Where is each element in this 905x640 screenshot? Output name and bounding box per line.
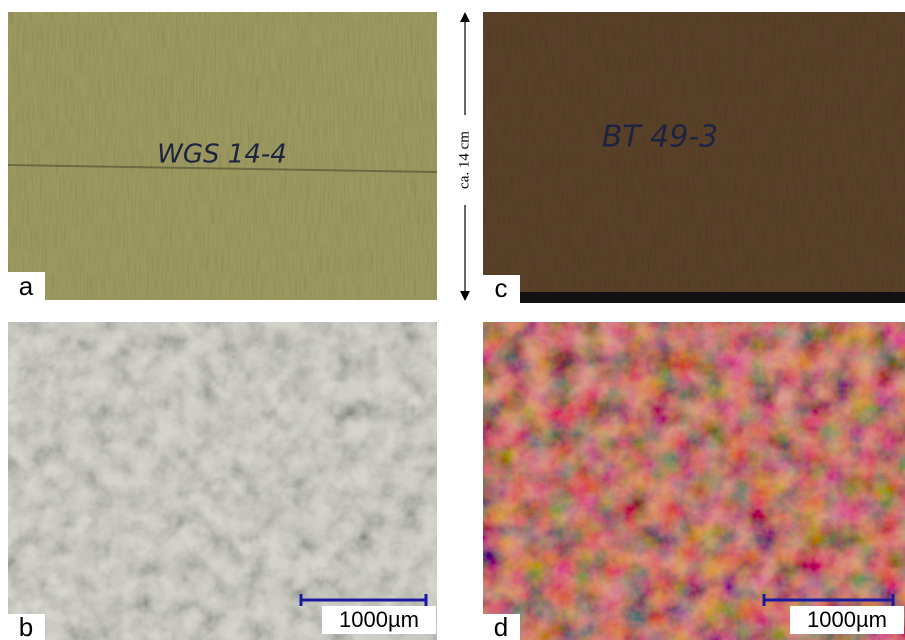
core-edge [483, 292, 905, 303]
panel-label: b [19, 612, 33, 640]
panel-label: c [495, 273, 508, 303]
panel-label: a [19, 271, 34, 301]
micro-photo [8, 322, 437, 640]
figure: WGS 14-4 a ca. 14 cm BT 49-3 c 1000µm b [0, 0, 905, 640]
panel-d: 1000µm d [483, 322, 905, 640]
inscription: WGS 14-4 [157, 140, 287, 170]
panel-label: d [494, 612, 508, 640]
scale-label: 1000µm [807, 607, 887, 632]
core-photo [483, 12, 905, 303]
panel-c: BT 49-3 c [483, 12, 905, 303]
inscription: BT 49-3 [602, 120, 719, 155]
panel-b: 1000µm b [8, 322, 437, 640]
dimension-label: ca. 14 cm [456, 131, 472, 189]
panel-a: WGS 14-4 a [8, 12, 437, 301]
scale-label: 1000µm [339, 607, 419, 632]
dimension: ca. 14 cm [455, 12, 475, 301]
arrow-head [460, 12, 470, 22]
arrow-head [460, 291, 470, 301]
micro-photo [483, 322, 905, 640]
